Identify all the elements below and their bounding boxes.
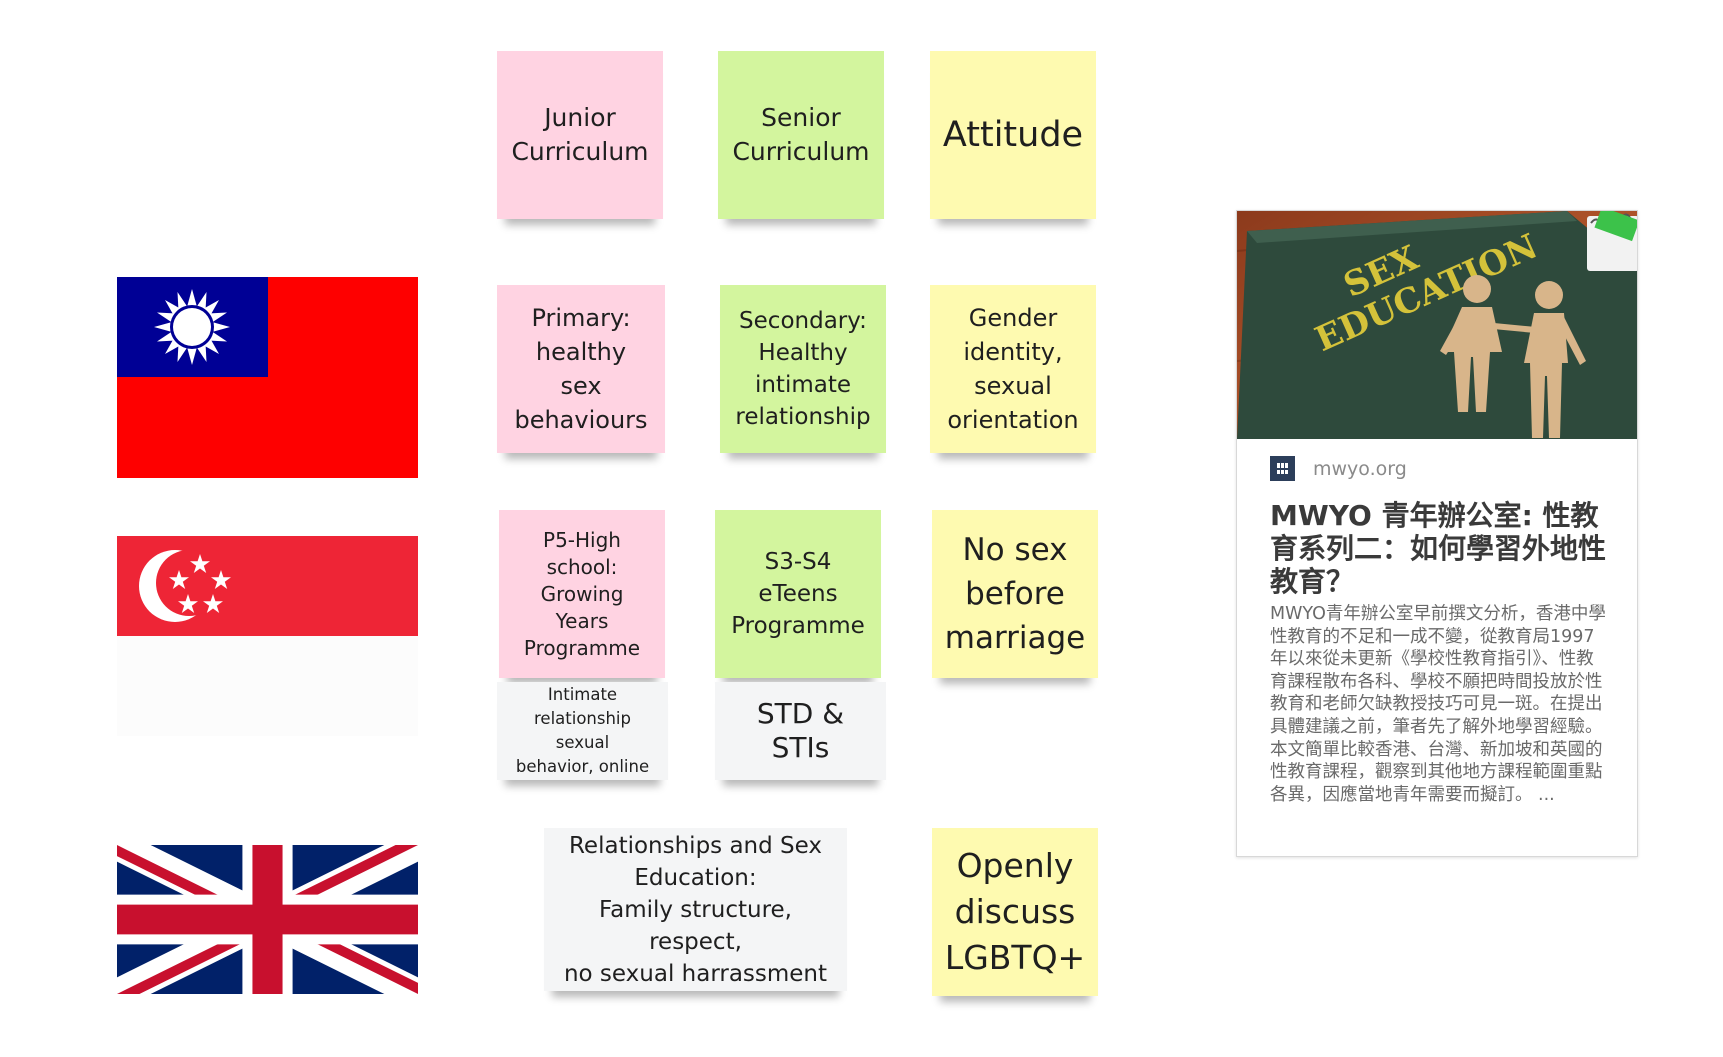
sticky-note-tw-attitude[interactable]: Gender identity, sexual orientation	[930, 285, 1096, 453]
note-text: Openly discuss LGBTQ+	[944, 846, 1086, 977]
sticky-note-sg-secondary[interactable]: S3-S4 eTeens Programme	[715, 510, 881, 678]
sticky-note-uk-curriculum[interactable]: Relationships and Sex Education: Family …	[544, 828, 847, 991]
note-text: Attitude	[942, 115, 1084, 155]
note-text: P5-High school: Growing Years Programme	[523, 527, 641, 660]
card-description: MWYO青年辦公室早前撰文分析，香港中學性教育的不足和一成不變，從教育局1997…	[1270, 604, 1606, 805]
sticky-note-uk-attitude[interactable]: Openly discuss LGBTQ+	[932, 828, 1098, 996]
sticky-note-junior-curriculum[interactable]: Junior Curriculum	[497, 51, 663, 219]
note-text: Junior Curriculum	[511, 103, 649, 166]
singapore-flag	[117, 536, 418, 636]
note-text: Senior Curriculum	[732, 103, 870, 166]
sex-education-thumbnail: SEX EDUCATION	[1237, 211, 1637, 439]
sticky-note-tw-secondary[interactable]: Secondary: Healthy intimate relationship	[720, 285, 886, 453]
site-row: mwyo.org	[1270, 456, 1407, 481]
note-text: No sex before marriage	[944, 532, 1086, 656]
note-text: Primary: healthy sex behaviours	[514, 304, 648, 434]
link-preview-card[interactable]: SEX EDUCATION mwyo.org MWYO 青年辦公室: 性教育系列…	[1236, 210, 1638, 857]
site-favicon-icon	[1270, 456, 1295, 481]
sticky-note-sg-secondary-sub[interactable]: STD & STIs	[715, 682, 886, 780]
flag-white-band	[117, 636, 418, 736]
site-name: mwyo.org	[1313, 457, 1407, 480]
sticky-note-sg-primary-sub[interactable]: Intimate relationship sexual behavior, o…	[497, 682, 668, 780]
note-text: Relationships and Sex Education: Family …	[563, 832, 828, 987]
taiwan-flag	[117, 277, 418, 478]
sticky-note-sg-attitude[interactable]: No sex before marriage	[932, 510, 1098, 678]
note-text: Secondary: Healthy intimate relationship	[735, 308, 871, 430]
sticky-note-tw-primary[interactable]: Primary: healthy sex behaviours	[497, 285, 665, 453]
sticky-note-sg-primary[interactable]: P5-High school: Growing Years Programme	[499, 510, 665, 678]
card-title[interactable]: MWYO 青年辦公室: 性教育系列二：如何學習外地性教育？	[1270, 499, 1607, 598]
note-text: S3-S4 eTeens Programme	[731, 549, 865, 639]
sticky-note-attitude[interactable]: Attitude	[930, 51, 1096, 219]
uk-flag	[117, 845, 418, 994]
note-text: Gender identity, sexual orientation	[947, 304, 1079, 434]
note-text: STD & STIs	[756, 697, 845, 764]
sticky-note-senior-curriculum[interactable]: Senior Curriculum	[718, 51, 884, 219]
note-text: Intimate relationship sexual behavior, o…	[515, 685, 650, 776]
